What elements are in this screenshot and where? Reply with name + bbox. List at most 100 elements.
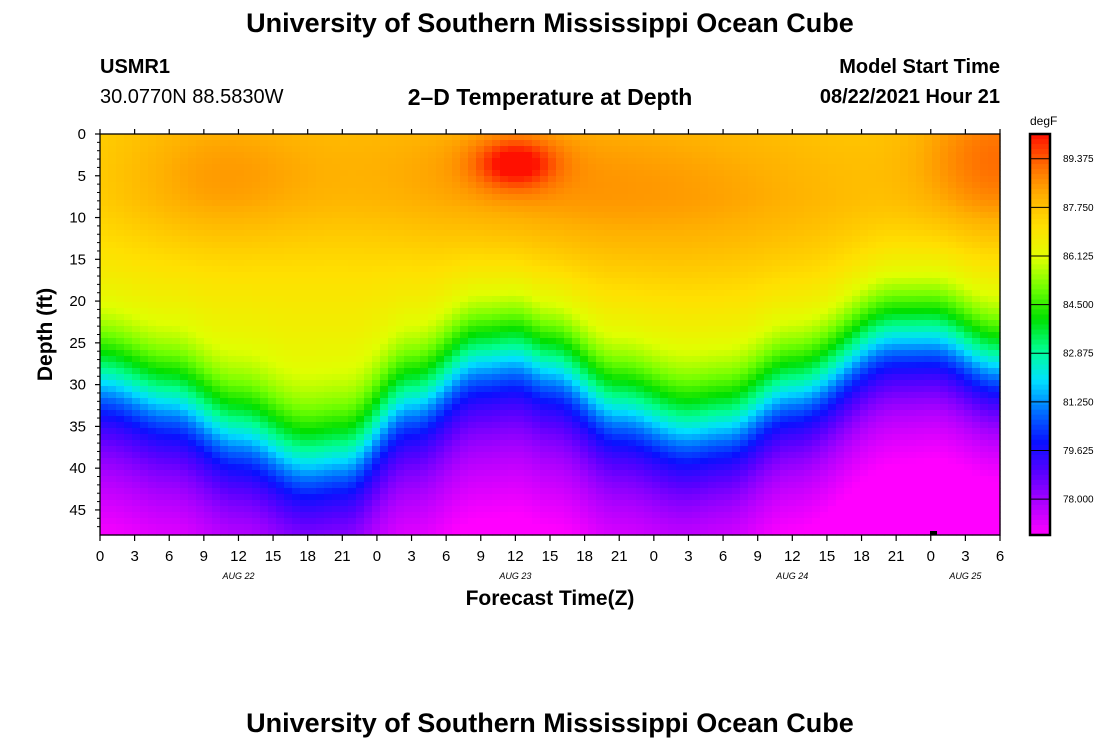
heatmap-cell [428, 374, 437, 381]
heatmap-cell [580, 278, 589, 285]
heatmap-cell [476, 182, 485, 189]
heatmap-cell [132, 488, 141, 495]
heatmap-cell [404, 182, 413, 189]
heatmap-cell [236, 512, 245, 519]
heatmap-cell [420, 344, 429, 351]
heatmap-cell [660, 458, 669, 465]
heatmap-cell [492, 320, 501, 327]
heatmap-cell [668, 224, 677, 231]
heatmap-cell [356, 464, 365, 471]
heatmap-cell [460, 338, 469, 345]
heatmap-cell [460, 374, 469, 381]
heatmap-cell [508, 224, 517, 231]
heatmap-cell [660, 530, 669, 536]
heatmap-cell [564, 146, 573, 153]
heatmap-cell [468, 398, 477, 405]
heatmap-cell [228, 254, 237, 261]
heatmap-cell [380, 518, 389, 525]
heatmap-cell [652, 338, 661, 345]
heatmap-cell [268, 272, 277, 279]
heatmap-cell [372, 404, 381, 411]
heatmap-cell [364, 200, 373, 207]
heatmap-cell [548, 488, 557, 495]
heatmap-cell [364, 218, 373, 225]
heatmap-cell [236, 164, 245, 171]
heatmap-cell [444, 284, 453, 291]
heatmap-cell [220, 356, 229, 363]
heatmap-cell [212, 410, 221, 417]
heatmap-cell [580, 254, 589, 261]
heatmap-cell [596, 326, 605, 333]
heatmap-cell [420, 374, 429, 381]
heatmap-cell [572, 494, 581, 501]
heatmap-cell [316, 188, 325, 195]
heatmap-cell [380, 338, 389, 345]
heatmap-cell [132, 524, 141, 531]
heatmap-cell [172, 212, 181, 219]
heatmap-cell [140, 278, 149, 285]
heatmap-cell [676, 482, 685, 489]
heatmap-cell [100, 518, 109, 525]
heatmap-cell [284, 440, 293, 447]
heatmap-cell [396, 380, 405, 387]
heatmap-cell [164, 296, 173, 303]
heatmap-cell [196, 218, 205, 225]
heatmap-cell [660, 296, 669, 303]
heatmap-cell [196, 146, 205, 153]
heatmap-cell [132, 146, 141, 153]
heatmap-cell [204, 506, 213, 513]
heatmap-cell [196, 500, 205, 507]
heatmap-cell [140, 338, 149, 345]
heatmap-cell [324, 518, 333, 525]
heatmap-cell [284, 152, 293, 159]
heatmap-cell [668, 230, 677, 237]
heatmap-cell [212, 512, 221, 519]
heatmap-cell [452, 350, 461, 357]
heatmap-cell [532, 530, 541, 536]
heatmap-cell [380, 260, 389, 267]
heatmap-cell [676, 176, 685, 183]
heatmap-cell [228, 398, 237, 405]
heatmap-cell [220, 134, 229, 141]
heatmap-cell [564, 242, 573, 249]
heatmap-cell [508, 398, 517, 405]
heatmap-cell [692, 260, 701, 267]
heatmap-cell [292, 350, 301, 357]
heatmap-cell [580, 170, 589, 177]
heatmap-cell [220, 440, 229, 447]
heatmap-cell [380, 140, 389, 147]
heatmap-cell [436, 206, 445, 213]
heatmap-cell [308, 302, 317, 309]
heatmap-cell [644, 308, 653, 315]
heatmap-cell [132, 242, 141, 249]
heatmap-cell [524, 320, 533, 327]
heatmap-cell [164, 524, 173, 531]
heatmap-cell [396, 266, 405, 273]
heatmap-cell [540, 200, 549, 207]
heatmap-cell [252, 446, 261, 453]
heatmap-cell [420, 302, 429, 309]
heatmap-cell [500, 338, 509, 345]
heatmap-cell [132, 440, 141, 447]
heatmap-cell [644, 176, 653, 183]
heatmap-cell [268, 182, 277, 189]
heatmap-cell [188, 434, 197, 441]
heatmap-cell [668, 206, 677, 213]
heatmap-cell [428, 302, 437, 309]
heatmap-cell [484, 512, 493, 519]
heatmap-cell [276, 434, 285, 441]
heatmap-cell [684, 236, 693, 243]
heatmap-cell [212, 200, 221, 207]
heatmap-cell [444, 506, 453, 513]
heatmap-cell [420, 470, 429, 477]
heatmap-cell [332, 404, 341, 411]
heatmap-cell [444, 206, 453, 213]
heatmap-cell [180, 164, 189, 171]
heatmap-cell [332, 278, 341, 285]
heatmap-cell [460, 530, 469, 536]
heatmap-cell [444, 374, 453, 381]
heatmap-cell [348, 362, 357, 369]
heatmap-cell [148, 236, 157, 243]
heatmap-cell [620, 314, 629, 321]
heatmap-cell [668, 446, 677, 453]
